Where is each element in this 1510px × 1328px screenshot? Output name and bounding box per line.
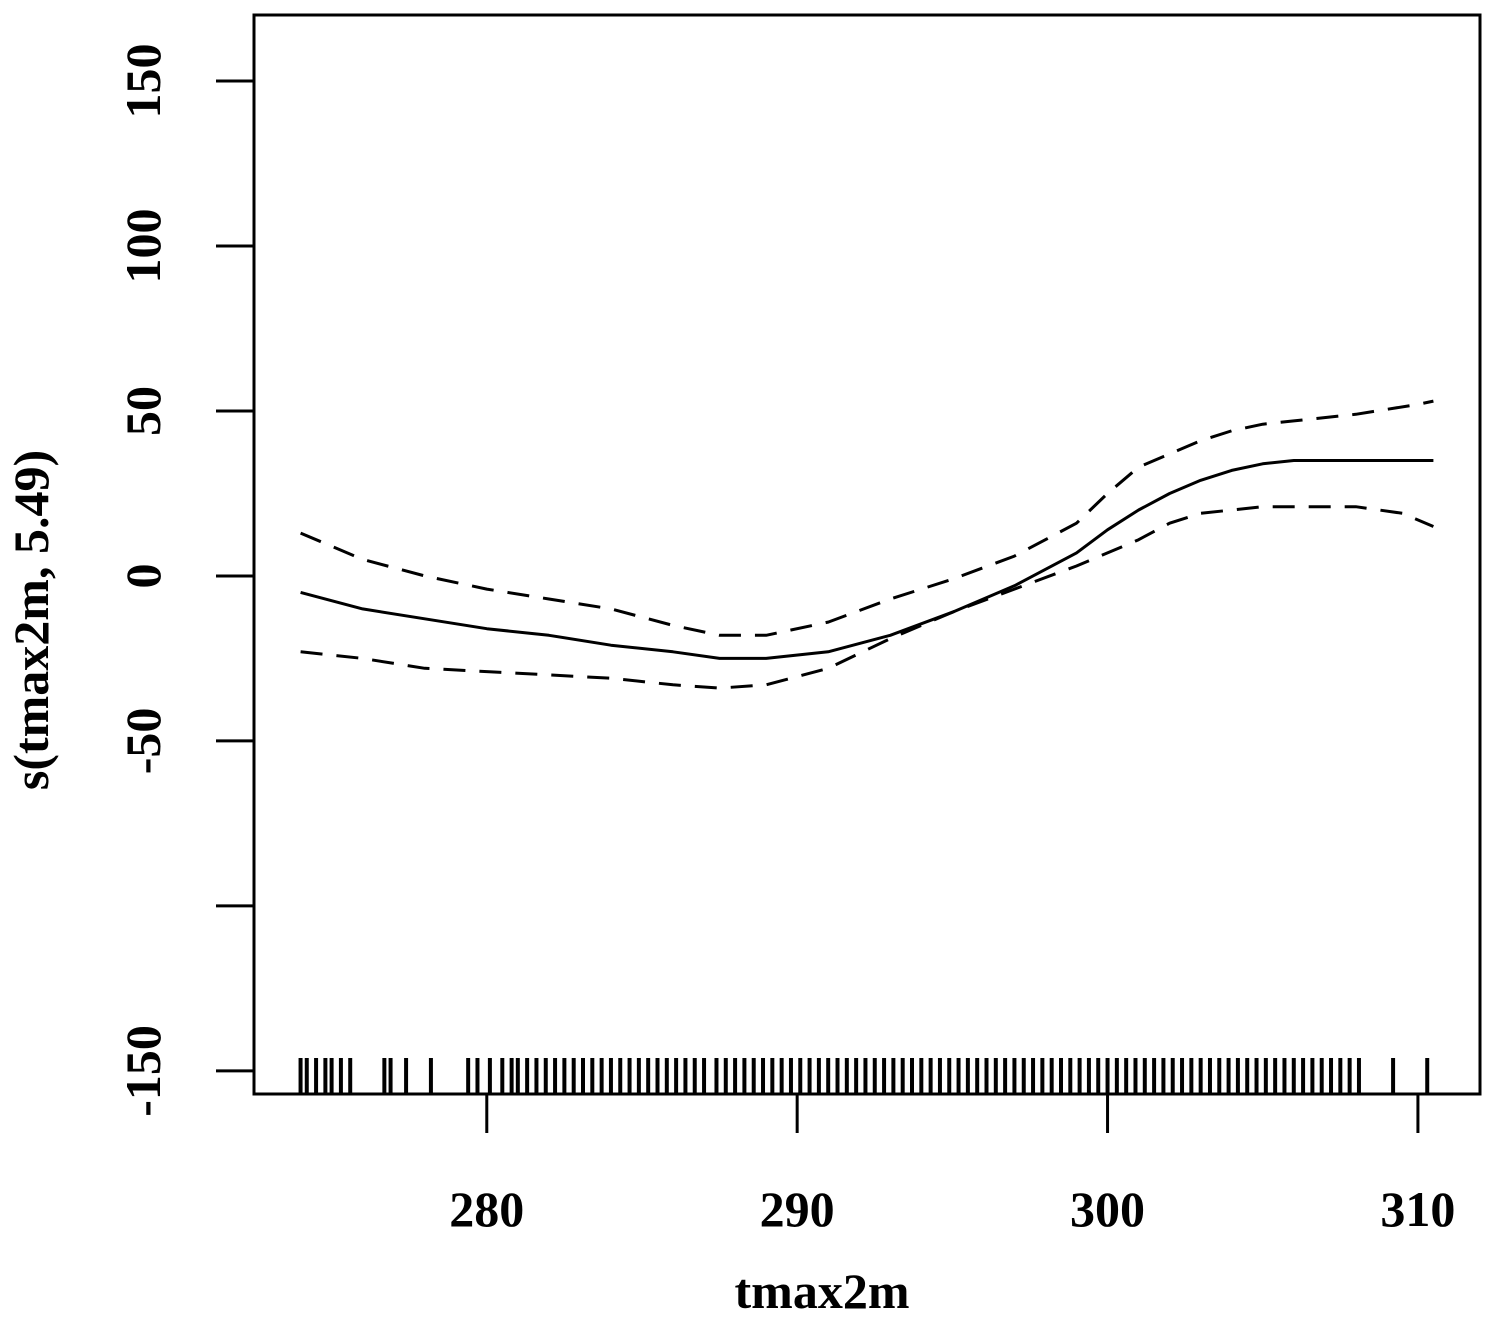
x-tick-label: 300 (1070, 1181, 1145, 1237)
smooth-estimate-line (300, 459, 1434, 660)
rug-plot (298, 1058, 1430, 1094)
y-tick-label: 0 (115, 563, 171, 588)
x-tick-label: 280 (449, 1181, 524, 1237)
x-axis: 280 290 300 310 (449, 1094, 1455, 1237)
lower-confidence-band (300, 505, 1434, 690)
y-axis: -150 -50 0 50 100 150 (115, 43, 254, 1117)
y-tick-label: 100 (115, 208, 171, 283)
upper-confidence-band (300, 399, 1434, 637)
x-axis-title: tmax2m (735, 1263, 910, 1319)
y-tick-label: 50 (115, 386, 171, 436)
series-group (300, 399, 1434, 690)
x-tick-label: 310 (1380, 1181, 1455, 1237)
x-tick-label: 290 (760, 1181, 835, 1237)
y-tick-label: 150 (115, 43, 171, 118)
y-tick-label: -150 (115, 1025, 171, 1117)
y-tick-label: -50 (115, 708, 171, 775)
y-axis-title: s(tmax2m, 5.49) (3, 450, 59, 790)
plot-frame (252, 13, 1482, 1096)
